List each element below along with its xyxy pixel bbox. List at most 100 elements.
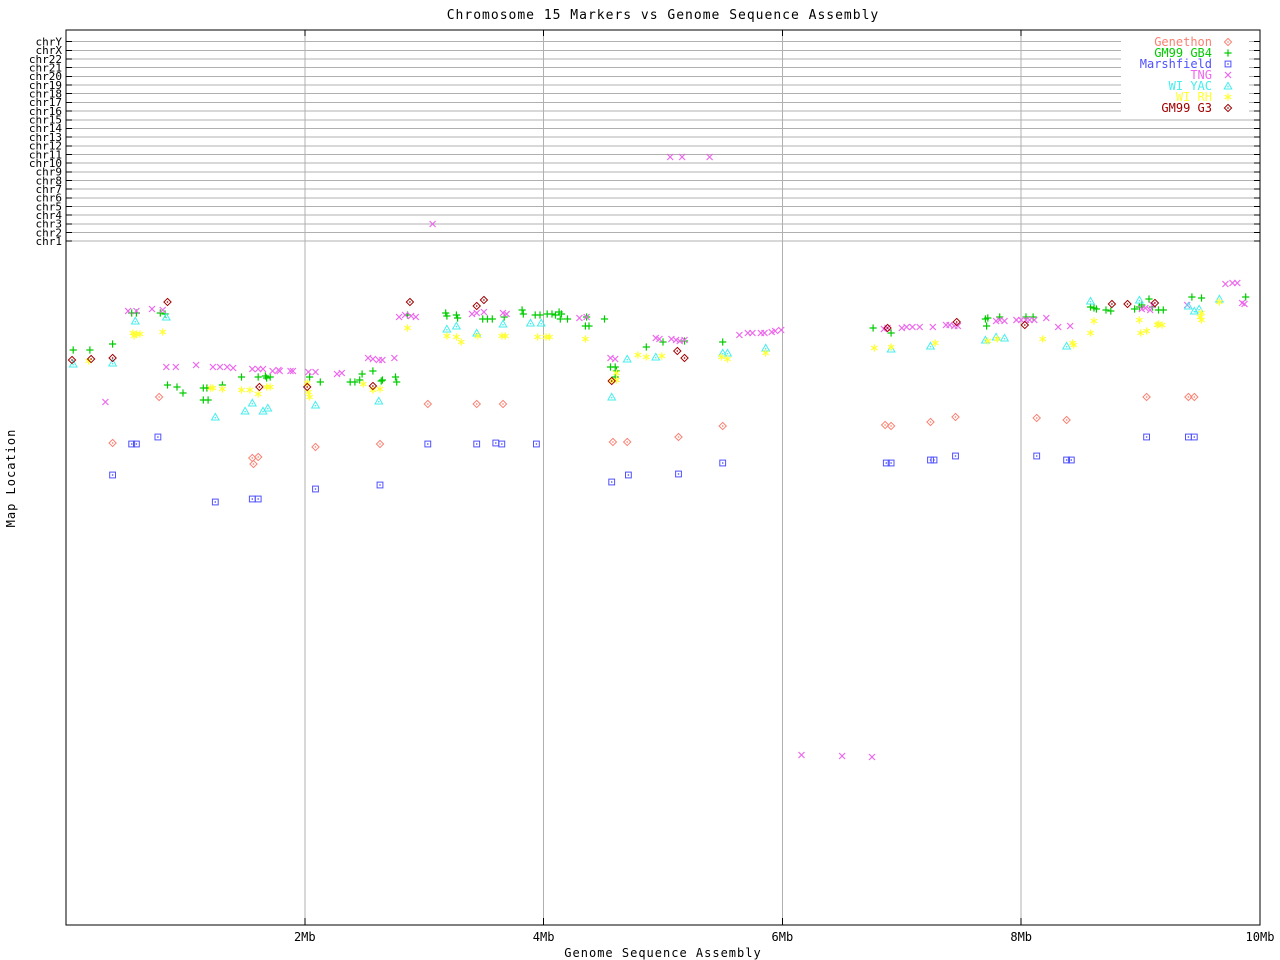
data-point-marshfield xyxy=(930,456,938,464)
data-point-wi-rh xyxy=(1038,334,1047,344)
data-point-wi-rh xyxy=(452,332,461,342)
data-point-tng xyxy=(192,361,200,369)
data-point-wi-rh xyxy=(581,334,590,344)
data-point-gm99-g3 xyxy=(472,301,481,311)
data-point-tng xyxy=(216,363,224,371)
data-point-marshfield xyxy=(625,471,632,479)
data-point-wi-rh xyxy=(254,389,263,399)
data-point-gm99-gb4 xyxy=(1159,305,1168,315)
plot-border xyxy=(65,29,1261,926)
data-point-gm99-g3 xyxy=(108,353,117,363)
chromosome-row-labels: chrYchrXchr22chr21chr20chr19chr18chr17ch… xyxy=(29,36,62,249)
data-point-wi-rh xyxy=(545,332,554,342)
data-point-tng xyxy=(304,368,312,376)
data-point-wi-rh xyxy=(376,384,384,394)
data-point-tng xyxy=(760,329,769,337)
data-point-gm99-gb4 xyxy=(178,388,188,398)
data-point-wi-rh xyxy=(262,382,271,392)
data-point-wi-rh xyxy=(403,323,412,333)
data-point-tng xyxy=(1042,314,1050,322)
data-point-wi-rh xyxy=(642,352,651,362)
data-point-wi-rh xyxy=(1142,326,1151,336)
data-point-tng xyxy=(748,329,757,337)
data-point-tng xyxy=(1054,323,1062,331)
data-point-gm99-gb4 xyxy=(203,395,213,405)
data-point-wi-rh xyxy=(1135,315,1144,325)
chromosome-label: chr4 xyxy=(36,209,63,222)
data-point-wi-rh xyxy=(359,379,368,389)
chromosome-label: chr11 xyxy=(29,148,62,161)
data-point-wi-rh xyxy=(1086,328,1095,338)
chromosome-label: chr9 xyxy=(36,166,63,179)
data-point-tng xyxy=(1066,322,1074,330)
data-point-wi-yac xyxy=(622,354,632,363)
data-point-gm99-gb4 xyxy=(611,362,620,372)
data-point-marshfield xyxy=(498,440,506,448)
data-point-marshfield xyxy=(492,439,500,447)
data-point-marshfield xyxy=(1190,433,1198,441)
data-point-genethon xyxy=(472,399,481,409)
data-point-gm99-gb4 xyxy=(68,345,78,355)
chromosome-label: chr13 xyxy=(29,131,62,144)
data-point-gm99-gb4 xyxy=(316,377,325,387)
data-point-gm99-gb4 xyxy=(1144,294,1154,304)
data-point-wi-yac xyxy=(1086,296,1095,305)
data-point-wi-rh xyxy=(1136,328,1145,338)
data-point-tng xyxy=(480,308,488,316)
data-point-gm99-gb4 xyxy=(547,309,557,319)
data-point-tng xyxy=(908,323,917,331)
x-tick-label: 10Mb xyxy=(1246,930,1275,944)
data-point-wi-rh xyxy=(237,385,246,395)
legend-label: Marshfield xyxy=(1140,57,1212,71)
data-point-gm99-gb4 xyxy=(517,305,527,315)
chromosome-label: chr7 xyxy=(36,183,63,196)
data-point-genethon xyxy=(1032,413,1041,423)
data-point-wi-yac xyxy=(68,359,78,368)
data-point-genethon xyxy=(1062,415,1071,425)
data-point-marshfield xyxy=(1033,452,1041,460)
data-point-wi-yac xyxy=(1000,333,1009,342)
data-point-gm99-gb4 xyxy=(600,314,609,324)
data-point-wi-rh xyxy=(443,331,451,341)
data-point-wi-rh xyxy=(136,329,144,339)
data-point-marshfield xyxy=(154,433,162,441)
data-point-wi-yac xyxy=(240,406,250,415)
data-point-gm99-gb4 xyxy=(519,309,528,319)
data-point-gm99-gb4 xyxy=(488,314,497,324)
data-point-tng xyxy=(838,752,846,760)
chromosome-label: chr12 xyxy=(29,140,62,153)
data-point-gm99-g3 xyxy=(255,382,264,392)
data-point-gm99-gb4 xyxy=(718,337,727,347)
data-point-gm99-gb4 xyxy=(254,372,263,382)
data-point-gm99-gb4 xyxy=(556,314,565,324)
legend-label: WI YAC xyxy=(1169,79,1212,93)
data-point-tng xyxy=(209,363,217,371)
page-title: Chromosome 15 Markers vs Genome Sequence… xyxy=(446,8,880,23)
data-point-marshfield xyxy=(719,459,727,467)
chromosome-label: chr18 xyxy=(29,88,62,101)
data-point-wi-yac xyxy=(311,400,320,409)
data-point-wi-rh xyxy=(457,337,466,347)
data-point-wi-yac xyxy=(374,396,384,405)
data-point-tng xyxy=(902,323,911,331)
data-point-tng xyxy=(395,313,403,321)
data-point-tng xyxy=(223,363,231,371)
chromosome-label: chr20 xyxy=(29,70,62,83)
data-point-gm99-gb4 xyxy=(1197,293,1206,303)
data-point-marshfield xyxy=(608,478,616,486)
data-point-wi-yac xyxy=(607,392,616,401)
data-point-wi-yac xyxy=(1135,295,1144,304)
data-point-marshfield xyxy=(424,440,432,448)
data-point-wi-yac xyxy=(452,321,461,330)
data-point-tng xyxy=(735,331,744,339)
data-point-gm99-gb4 xyxy=(392,377,401,387)
data-point-genethon xyxy=(951,412,960,422)
data-point-tng xyxy=(378,356,386,364)
data-point-tng xyxy=(777,326,785,334)
data-point-gm99-gb4 xyxy=(1187,292,1197,302)
chromosome-label: chr17 xyxy=(29,96,62,109)
data-point-wi-yac xyxy=(526,318,535,327)
data-point-tng xyxy=(338,369,346,377)
